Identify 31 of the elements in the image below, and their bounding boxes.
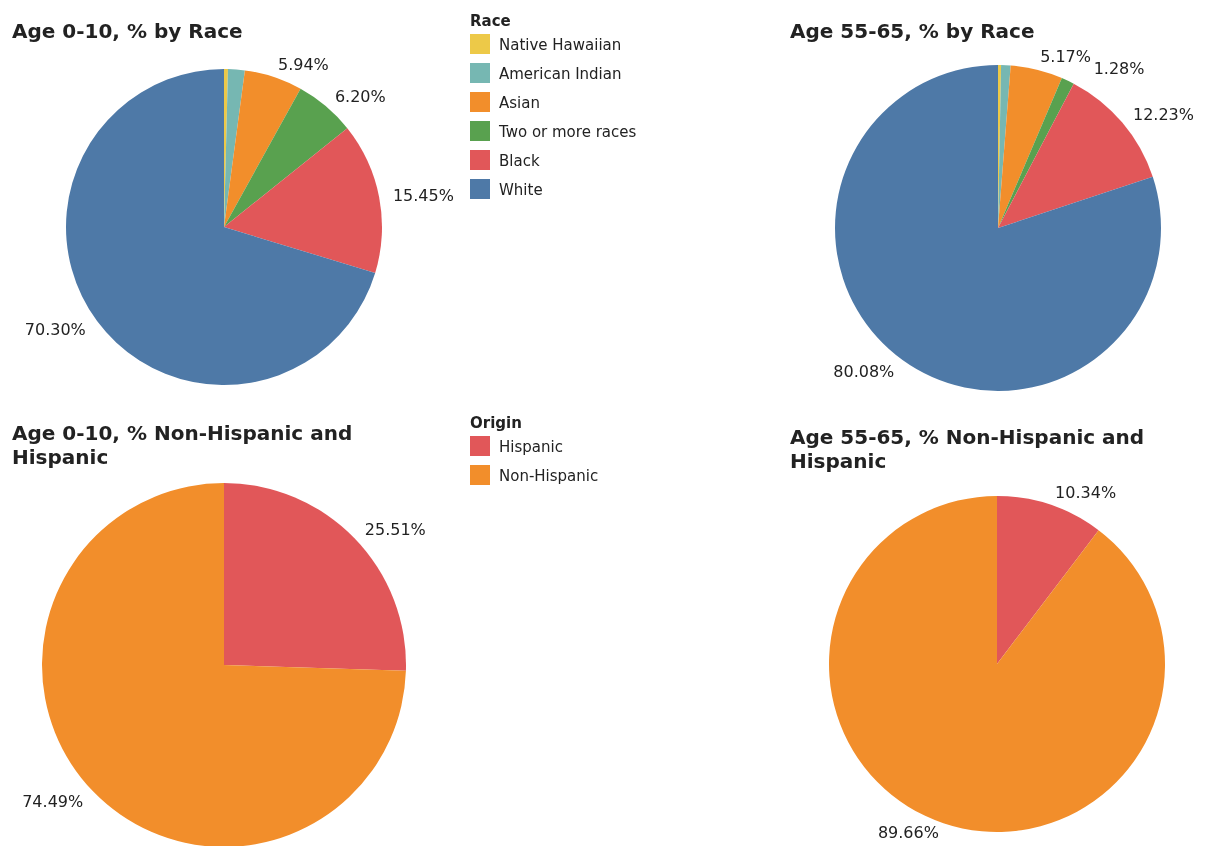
legend-label: Non-Hispanic xyxy=(499,467,599,485)
legend-label: White xyxy=(499,181,543,199)
data-label: 1.28% xyxy=(1093,59,1145,79)
legend-label: Asian xyxy=(499,94,540,112)
data-label: 5.17% xyxy=(1040,47,1091,67)
legend-label: Two or more races xyxy=(498,123,637,141)
chart-title: Age 0-10, % Non-Hispanic and Hispanic xyxy=(12,421,353,469)
pie-slice xyxy=(997,496,1099,664)
legend-label: Native Hawaiian xyxy=(499,36,622,54)
data-label: 10.34% xyxy=(1055,482,1117,502)
data-label: 70.30% xyxy=(24,320,86,340)
data-label: 74.49% xyxy=(22,792,84,812)
legend-title: Race xyxy=(470,12,511,30)
data-label: 6.20% xyxy=(334,86,386,106)
data-label: 89.66% xyxy=(877,823,939,842)
legend-label: Hispanic xyxy=(499,438,563,456)
data-label: 12.23% xyxy=(1132,104,1194,124)
legend-label: Black xyxy=(499,152,540,170)
legend-label: American Indian xyxy=(499,65,622,83)
data-label: 25.51% xyxy=(364,519,426,539)
chart-title: Age 0-10, % by Race xyxy=(12,19,243,43)
data-label: 80.08% xyxy=(833,362,895,382)
legend-title: Origin xyxy=(470,414,522,432)
pie-slice xyxy=(998,65,1062,228)
chart-title: Age 55-65, % Non-Hispanic and Hispanic xyxy=(790,425,1145,473)
data-label: 5.94% xyxy=(277,54,329,74)
pie-slice xyxy=(998,78,1074,228)
pie-slice xyxy=(224,128,382,273)
chart-title: Age 55-65, % by Race xyxy=(790,19,1035,43)
pie-slice xyxy=(224,70,301,227)
data-label: 15.45% xyxy=(392,185,454,205)
